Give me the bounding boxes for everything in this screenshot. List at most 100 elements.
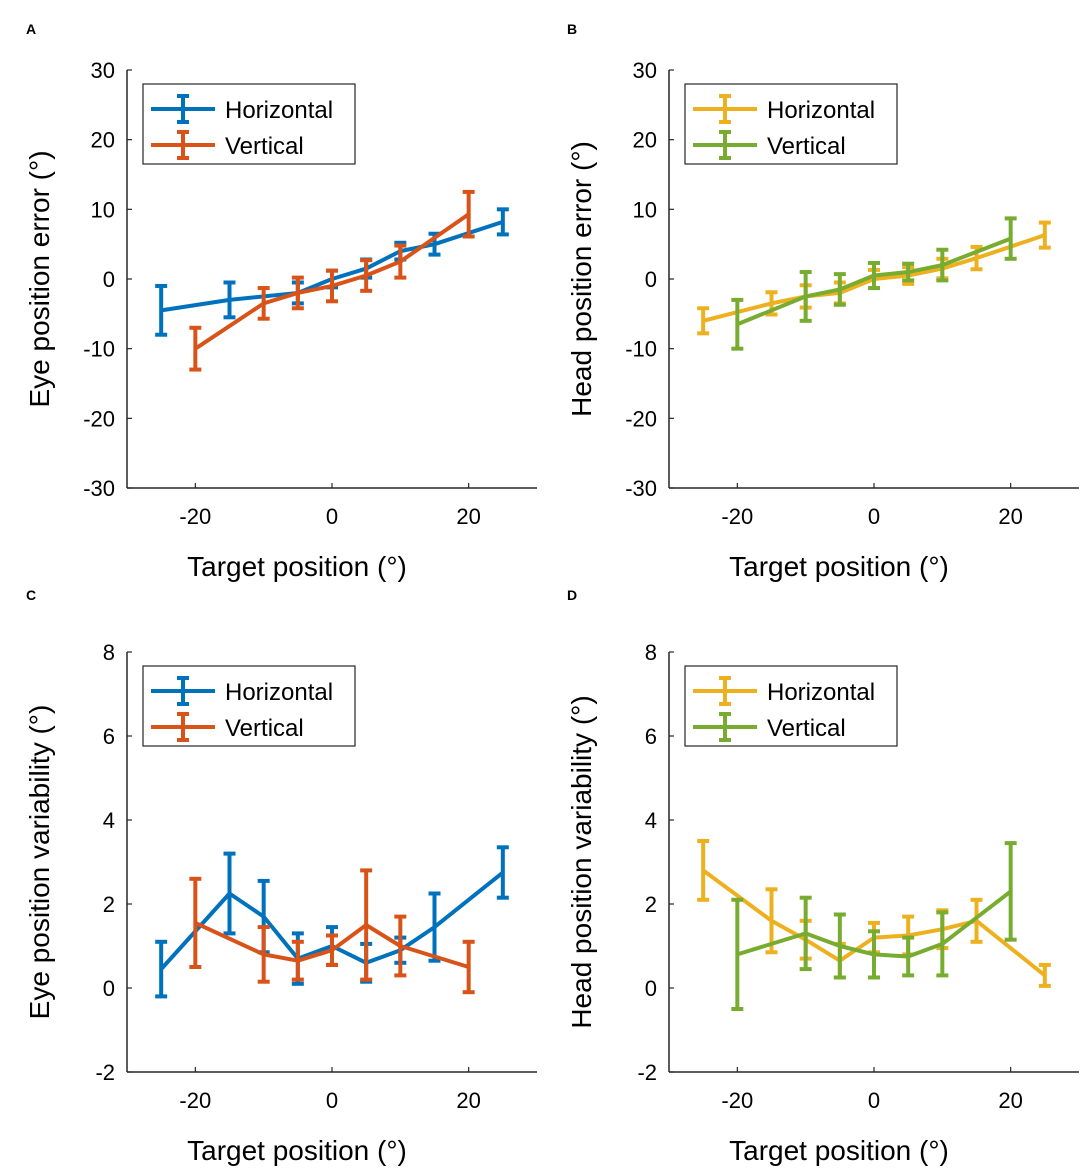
y-tick-label: -20: [83, 406, 115, 431]
error-bar: [394, 243, 407, 280]
panel-b: B -30 -20 -10 0 10 20 30 -20 0 20 Target position (…: [566, 21, 1079, 582]
panel-letter: C: [26, 587, 36, 603]
series-vertical: [731, 841, 1017, 1011]
y-tick-label: 20: [633, 128, 657, 153]
series-vertical: [731, 216, 1017, 351]
y-tick-label: 0: [645, 267, 657, 292]
error-bar: [936, 910, 949, 978]
y-tick-label: 4: [103, 808, 115, 833]
y-tick-label: 8: [645, 640, 657, 665]
error-bar: [257, 286, 270, 321]
series-vertical: [189, 868, 475, 995]
legend-item-horizontal: Horizontal: [693, 94, 875, 124]
error-bar: [970, 897, 983, 944]
panel-letter: B: [567, 21, 577, 37]
panel-letter: D: [567, 587, 577, 603]
x-axis-label: Target position (°): [729, 1135, 949, 1166]
x-tick-label: 20: [998, 1088, 1022, 1113]
x-tick-label: 20: [998, 504, 1022, 529]
y-tick-label: -2: [95, 1060, 115, 1085]
error-bar: [799, 270, 812, 323]
error-bar: [902, 935, 915, 978]
y-tick-label: 2: [103, 892, 115, 917]
x-tick-label: -20: [721, 504, 753, 529]
legend-item-vertical: Vertical: [693, 712, 846, 742]
y-tick-label: 2: [645, 892, 657, 917]
panel-letter: A: [26, 21, 36, 37]
error-bar: [155, 939, 168, 999]
y-tick-label: 30: [91, 58, 115, 83]
error-bar: [360, 868, 373, 982]
error-bar: [428, 891, 441, 963]
x-tick-label: 20: [456, 1088, 480, 1113]
panel-a: A -30 -20 -10 0 10 20 30 -20 0 20 Target position (…: [24, 21, 537, 582]
error-bar: [496, 845, 509, 900]
x-axis-label: Target position (°): [187, 551, 407, 582]
error-bar: [936, 247, 949, 283]
x-tick-label: -20: [179, 1088, 211, 1113]
y-tick-label: 10: [91, 197, 115, 222]
error-bar: [833, 272, 846, 307]
x-tick-label: 0: [326, 1088, 338, 1113]
y-tick-label: 4: [645, 808, 657, 833]
legend-item-vertical: Vertical: [693, 130, 846, 160]
legend-label: Horizontal: [225, 679, 333, 706]
x-axis-label: Target position (°): [187, 1135, 407, 1166]
error-bar: [697, 839, 710, 902]
error-bar: [1038, 962, 1051, 988]
y-tick-label: 30: [633, 58, 657, 83]
x-tick-label: 0: [868, 1088, 880, 1113]
y-tick-label: 6: [645, 724, 657, 749]
y-tick-label: 10: [633, 197, 657, 222]
legend-label: Vertical: [767, 715, 846, 742]
error-bar: [833, 912, 846, 980]
y-axis-label: Head position error (°): [566, 141, 597, 417]
error-bar: [902, 261, 915, 283]
legend-item-horizontal: Horizontal: [151, 94, 333, 124]
error-bar: [189, 325, 202, 372]
legend-label: Horizontal: [767, 97, 875, 124]
x-tick-label: 0: [326, 504, 338, 529]
legend-label: Horizontal: [225, 97, 333, 124]
error-bar: [326, 268, 338, 304]
error-bar: [1004, 841, 1017, 942]
y-axis-label: Eye position variability (°): [24, 705, 55, 1020]
error-bar: [326, 933, 338, 967]
y-tick-label: -10: [83, 337, 115, 362]
y-tick-label: -30: [625, 476, 657, 501]
error-bar: [223, 280, 236, 320]
series-horizontal: [155, 845, 509, 999]
y-axis-label: Eye position error (°): [24, 150, 55, 407]
legend-item-horizontal: Horizontal: [151, 676, 333, 706]
error-bar: [462, 189, 475, 239]
error-bar: [155, 283, 168, 337]
legend-label: Horizontal: [767, 679, 875, 706]
legend-item-horizontal: Horizontal: [693, 676, 875, 706]
error-bar: [765, 887, 778, 955]
legend-label: Vertical: [225, 715, 304, 742]
x-tick-label: -20: [179, 504, 211, 529]
x-tick-label: 0: [868, 504, 880, 529]
y-tick-label: -2: [637, 1060, 657, 1085]
x-axis-label: Target position (°): [729, 551, 949, 582]
x-tick-label: -20: [721, 1088, 753, 1113]
legend: Horizontal Vertical: [142, 83, 356, 165]
legend-label: Vertical: [225, 133, 304, 160]
y-tick-label: -30: [83, 476, 115, 501]
error-bar: [697, 306, 710, 336]
y-tick-label: 0: [645, 976, 657, 1001]
error-bar: [731, 297, 744, 351]
error-bar: [189, 876, 202, 969]
error-bar: [394, 914, 407, 978]
error-bar: [462, 939, 475, 995]
legend: Horizontal Vertical: [684, 83, 898, 165]
error-bar: [868, 929, 880, 980]
y-tick-label: 0: [103, 267, 115, 292]
error-bar: [496, 207, 509, 237]
error-bar: [257, 925, 270, 984]
error-bar: [799, 895, 812, 972]
legend: Horizontal Vertical: [684, 665, 898, 747]
